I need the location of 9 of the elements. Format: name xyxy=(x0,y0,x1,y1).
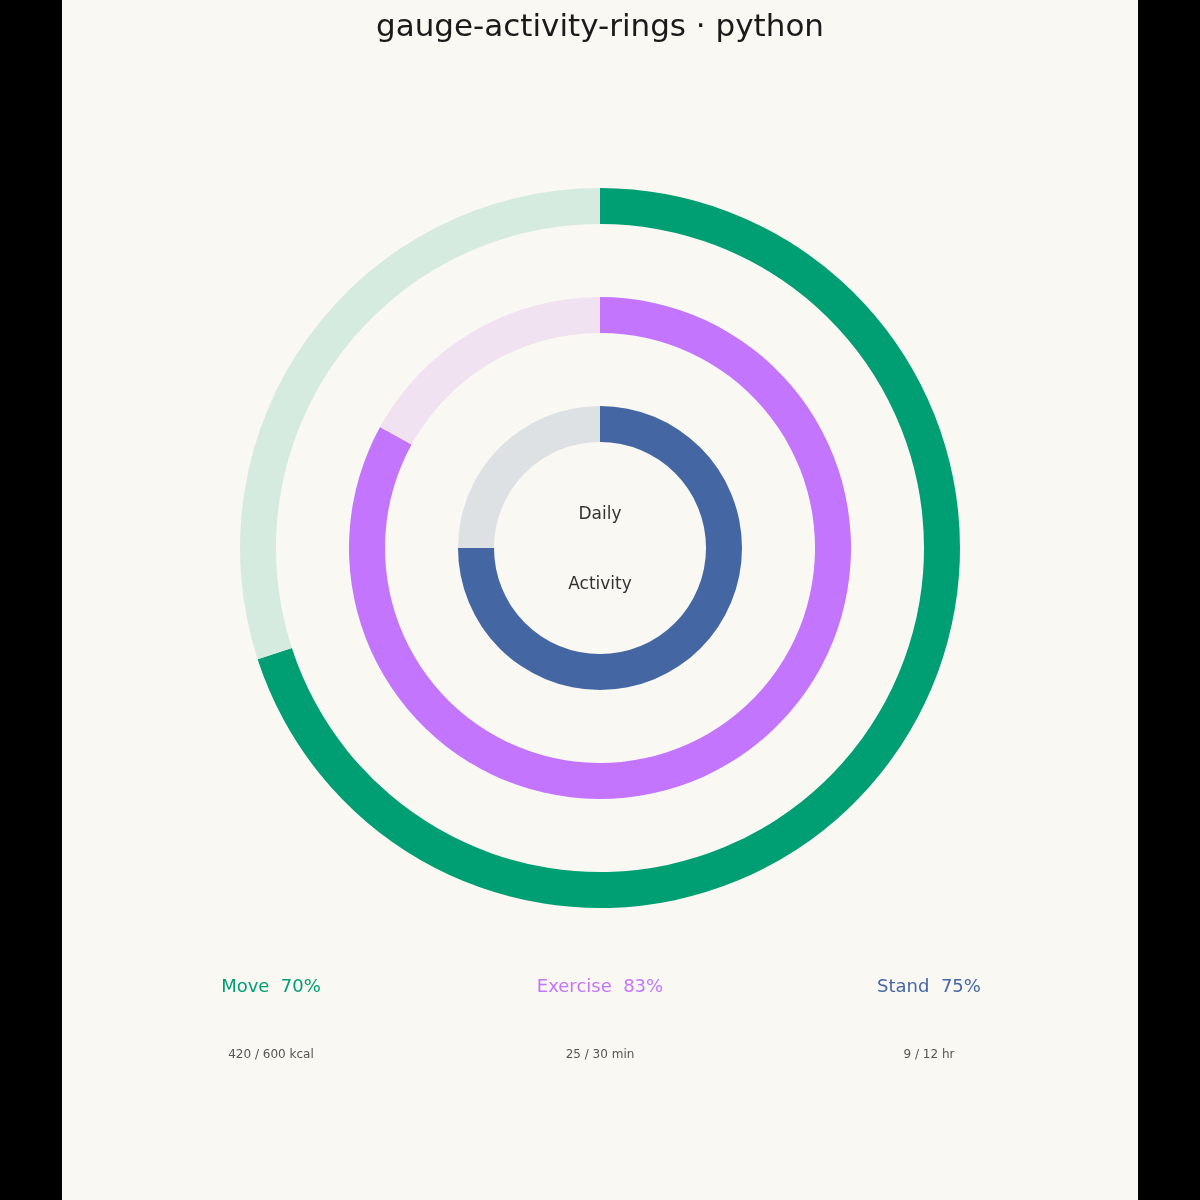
text: Move 70% xyxy=(221,974,321,996)
text: Stand 75% xyxy=(877,974,981,996)
text: Daily xyxy=(578,503,622,523)
text: 9 / 12 hr xyxy=(903,1047,955,1061)
text: Activity xyxy=(568,573,632,593)
text: 25 / 30 min xyxy=(565,1047,635,1061)
text: Exercise 83% xyxy=(536,974,664,996)
text: 420 / 600 kcal xyxy=(228,1047,314,1061)
chart-title: gauge-activity-rings · python xyxy=(375,6,825,43)
